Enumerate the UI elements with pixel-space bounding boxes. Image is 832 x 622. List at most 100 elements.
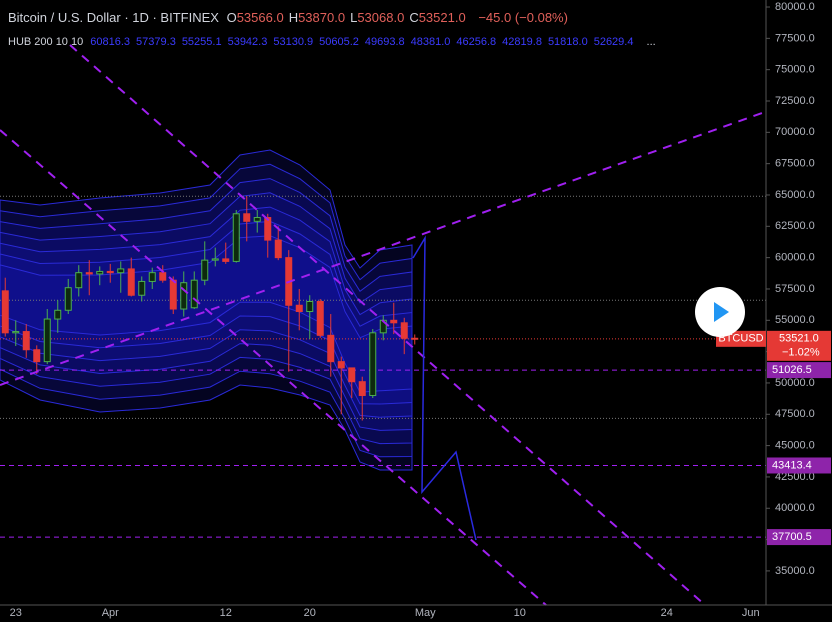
y-tick-label: 77500.0 — [775, 32, 815, 44]
indicator-value: 42819.8 — [502, 36, 542, 48]
candle-body — [33, 349, 41, 363]
play-icon[interactable] — [714, 302, 729, 322]
price-label: 37700.5 — [772, 531, 812, 543]
candle-body — [190, 279, 198, 309]
bands — [0, 149, 413, 471]
band — [0, 178, 413, 445]
price-label-box — [767, 529, 831, 546]
x-tick-label: 24 — [661, 607, 673, 619]
y-tick-label: 55000.0 — [775, 314, 815, 326]
indicator: HUB 200 10 10 60816.3 57379.3 55255.1 53942… — [8, 36, 660, 48]
y-tick-label: 62500.0 — [775, 220, 815, 232]
y-tick-label: 47500.0 — [775, 408, 815, 420]
candle-body — [96, 270, 104, 275]
y-tick-label: 35000.0 — [775, 565, 815, 577]
candle-body — [22, 331, 30, 351]
levels — [0, 195, 766, 538]
band — [0, 192, 413, 431]
candle-body — [201, 259, 209, 281]
y-tick-label: 80000.0 — [775, 1, 815, 13]
candle-body — [327, 334, 335, 363]
price-label-box — [767, 362, 831, 379]
band — [0, 206, 413, 418]
ohlc-key: H — [288, 10, 299, 25]
y-tick-label: 75000.0 — [775, 64, 815, 76]
candle-body — [54, 309, 62, 320]
indicator-value: 55255.1 — [181, 36, 222, 48]
indicator-value: 48381.0 — [410, 36, 451, 48]
indicator-value: 60816.3 — [90, 36, 131, 48]
y-tick-label: 42500.0 — [775, 471, 815, 483]
candle-body — [348, 367, 356, 383]
price-axis — [766, 0, 832, 622]
candle-body — [369, 332, 377, 396]
candle-body — [390, 319, 398, 324]
ohlc-key: O — [226, 10, 237, 25]
candle-body — [43, 318, 51, 363]
candle-body — [138, 280, 146, 296]
indicator-value: 50605.2 — [319, 36, 359, 48]
x-tick-label: 10 — [514, 607, 526, 619]
y-tick-label: 57500.0 — [775, 283, 815, 295]
last-change: −1.02% — [782, 347, 820, 359]
trend-line — [0, 112, 763, 386]
ohlc: O53566.0 H53870.0 L53068.0 C53521.0 — [227, 10, 471, 25]
indicator-value: 57379.3 — [136, 36, 176, 48]
candle-body — [243, 213, 251, 222]
ohlc-value: 53521.0 — [418, 10, 466, 25]
candle-body — [64, 287, 72, 311]
indicator-value: 51818.0 — [547, 36, 588, 48]
ohlc-key: C — [409, 10, 419, 25]
candle-body — [411, 337, 419, 340]
candle-body — [316, 300, 324, 336]
candle-body — [117, 268, 125, 274]
symbol: Bitcoin / U.S. Dollar · 1D · BITFINEX — [8, 10, 219, 25]
price-label: 51026.5 — [772, 364, 812, 376]
x-tick-label: Apr — [102, 607, 119, 619]
ohlc-value: 53870.0 — [298, 10, 346, 25]
candle-body — [169, 279, 177, 310]
price-label: 43413.4 — [772, 459, 812, 471]
candle-body — [295, 304, 303, 313]
y-tick-label: 70000.0 — [775, 126, 815, 138]
symbol-label: BTCUSD — [718, 333, 763, 345]
ohlc-value: 53566.0 — [236, 10, 284, 25]
candle-body — [180, 282, 188, 310]
indicator-values: 60816.3 57379.3 55255.1 53942.3 53130.9 50605… — [90, 36, 639, 48]
candle-body — [222, 258, 230, 262]
candle-body — [337, 361, 345, 369]
y-tick-label: 60000.0 — [775, 252, 815, 264]
projection-path — [412, 235, 477, 541]
indicator-value: 49693.8 — [364, 36, 405, 48]
axis-labels: 35000.037500.040000.042500.045000.047500… — [10, 1, 831, 619]
y-tick-label: 50000.0 — [775, 377, 815, 389]
candle-body — [232, 213, 240, 262]
candles — [1, 196, 419, 421]
y-tick-label: 72500.0 — [775, 95, 815, 107]
candle-body — [211, 258, 219, 261]
x-tick-label: 12 — [220, 607, 232, 619]
indicator-name: HUB 200 10 10 — [8, 36, 84, 48]
y-tick-label: 45000.0 — [775, 440, 815, 452]
last-price-box — [767, 330, 831, 361]
ohlc-key: L — [350, 10, 358, 25]
candle-body — [106, 270, 114, 274]
indicator-value: 46256.8 — [456, 36, 497, 48]
indicator-value: 53942.3 — [227, 36, 268, 48]
x-tick-label: May — [415, 607, 436, 619]
indicator-more: ... — [646, 36, 656, 48]
play-button[interactable] — [695, 287, 745, 337]
candle-body — [264, 217, 272, 241]
candle-body — [306, 300, 314, 313]
ohlc-value: 53068.0 — [357, 10, 405, 25]
candle-body — [274, 239, 282, 259]
drawings — [0, 44, 763, 606]
trend-line — [0, 129, 547, 606]
header: Bitcoin / U.S. Dollar · 1D · BITFINEX O5… — [8, 10, 572, 25]
indicator-value: 53130.9 — [273, 36, 314, 48]
candle-body — [358, 381, 366, 396]
band — [0, 220, 413, 405]
candle-body — [75, 272, 83, 289]
